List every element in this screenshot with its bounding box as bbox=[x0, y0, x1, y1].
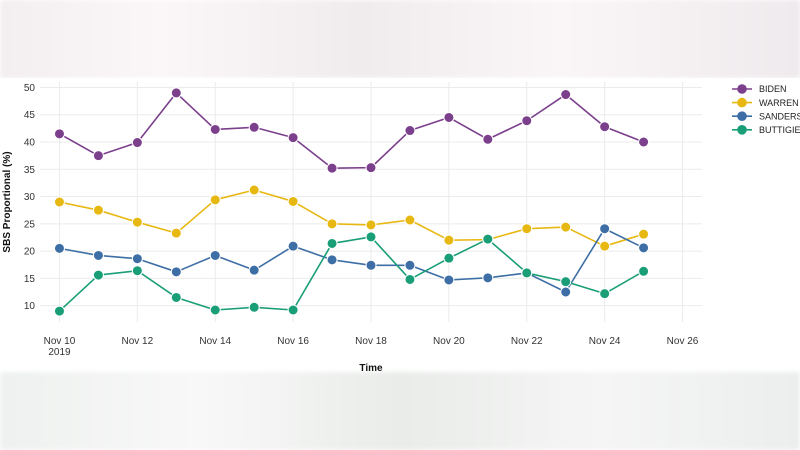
data-point-sanders bbox=[53, 242, 65, 254]
data-point-biden bbox=[365, 162, 377, 174]
data-point-warren bbox=[287, 195, 299, 207]
data-point-biden bbox=[560, 89, 572, 101]
data-point-biden bbox=[326, 162, 338, 174]
blurred-background-top bbox=[0, 0, 800, 78]
data-point-sanders bbox=[287, 240, 299, 252]
data-point-buttigieg bbox=[131, 265, 143, 277]
legend-label: BUTTIGIEG bbox=[759, 125, 800, 135]
y-tick-label: 15 bbox=[24, 274, 36, 285]
x-tick-label: Nov 16 bbox=[277, 336, 309, 347]
x-tick-label: Nov 14 bbox=[199, 336, 231, 347]
data-point-biden bbox=[287, 132, 299, 144]
data-point-biden bbox=[209, 123, 221, 135]
data-point-biden bbox=[53, 128, 65, 140]
data-point-buttigieg bbox=[638, 265, 650, 277]
legend-marker bbox=[737, 111, 747, 121]
data-point-warren bbox=[170, 227, 182, 239]
x-axis-title: Time bbox=[359, 363, 383, 374]
data-point-warren bbox=[638, 228, 650, 240]
y-tick-label: 35 bbox=[24, 165, 36, 176]
x-tick-label: Nov 22 bbox=[511, 336, 543, 347]
data-point-warren bbox=[92, 204, 104, 216]
data-point-buttigieg bbox=[248, 301, 260, 313]
data-point-biden bbox=[521, 115, 533, 127]
y-axis-title: SBS Proportional (%) bbox=[2, 151, 13, 252]
data-point-biden bbox=[638, 136, 650, 148]
data-point-warren bbox=[248, 184, 260, 196]
data-point-warren bbox=[326, 218, 338, 230]
legend-label: SANDERS bbox=[759, 111, 800, 121]
data-point-buttigieg bbox=[170, 291, 182, 303]
data-point-buttigieg bbox=[482, 233, 494, 245]
x-tick-label: Nov 12 bbox=[122, 336, 154, 347]
x-tick-sublabel: 2019 bbox=[48, 347, 71, 358]
data-point-sanders bbox=[131, 253, 143, 265]
data-point-biden bbox=[92, 150, 104, 162]
data-point-warren bbox=[131, 216, 143, 228]
data-point-warren bbox=[443, 234, 455, 246]
data-point-warren bbox=[365, 219, 377, 231]
data-point-sanders bbox=[443, 274, 455, 286]
x-tick-label: Nov 10 bbox=[44, 336, 76, 347]
data-point-sanders bbox=[92, 249, 104, 261]
data-point-sanders bbox=[482, 272, 494, 284]
data-point-buttigieg bbox=[599, 288, 611, 300]
data-point-warren bbox=[209, 194, 221, 206]
series-line-warren bbox=[59, 189, 644, 247]
data-point-buttigieg bbox=[365, 231, 377, 243]
data-point-buttigieg bbox=[521, 267, 533, 279]
data-point-warren bbox=[521, 223, 533, 235]
data-point-sanders bbox=[170, 266, 182, 278]
y-tick-label: 40 bbox=[24, 138, 36, 149]
data-point-buttigieg bbox=[287, 304, 299, 316]
blurred-background-bottom bbox=[0, 372, 800, 450]
data-point-biden bbox=[482, 133, 494, 145]
legend-marker bbox=[737, 125, 747, 135]
data-point-warren bbox=[53, 196, 65, 208]
data-point-buttigieg bbox=[53, 305, 65, 317]
legend-marker bbox=[737, 97, 747, 108]
y-tick-label: 30 bbox=[24, 192, 36, 203]
y-tick-label: 10 bbox=[24, 301, 36, 312]
data-point-buttigieg bbox=[92, 269, 104, 281]
x-tick-label: Nov 18 bbox=[355, 336, 387, 347]
x-tick-label: Nov 24 bbox=[589, 336, 621, 347]
data-point-biden bbox=[404, 125, 416, 137]
data-point-warren bbox=[560, 221, 572, 233]
data-point-sanders bbox=[599, 223, 611, 235]
data-point-sanders bbox=[404, 259, 416, 271]
data-point-buttigieg bbox=[326, 237, 338, 249]
series-line-biden bbox=[59, 92, 644, 169]
x-tick-label: Nov 26 bbox=[667, 336, 699, 347]
y-tick-label: 50 bbox=[24, 83, 36, 94]
series-line-sanders bbox=[59, 227, 644, 293]
data-point-biden bbox=[131, 137, 143, 149]
data-point-sanders bbox=[560, 286, 572, 298]
data-point-buttigieg bbox=[404, 273, 416, 285]
legend-label: BIDEN bbox=[759, 84, 787, 94]
data-point-biden bbox=[443, 111, 455, 123]
data-point-warren bbox=[404, 214, 416, 226]
series-line-buttigieg bbox=[58, 236, 644, 312]
y-tick-label: 20 bbox=[24, 247, 36, 258]
data-point-sanders bbox=[209, 249, 221, 261]
data-point-warren bbox=[599, 240, 611, 252]
data-point-sanders bbox=[326, 254, 338, 266]
data-point-buttigieg bbox=[443, 252, 455, 264]
data-point-biden bbox=[599, 121, 611, 133]
data-point-buttigieg bbox=[209, 304, 221, 316]
legend-label: WARREN bbox=[759, 98, 799, 108]
y-tick-label: 45 bbox=[24, 110, 36, 121]
y-tick-label: 25 bbox=[24, 219, 36, 230]
data-point-biden bbox=[248, 121, 260, 133]
legend-marker bbox=[737, 84, 747, 94]
data-point-sanders bbox=[248, 264, 260, 276]
x-tick-label: Nov 20 bbox=[433, 336, 465, 347]
data-point-sanders bbox=[638, 242, 650, 254]
data-point-buttigieg bbox=[560, 276, 572, 288]
data-point-biden bbox=[170, 87, 182, 99]
data-point-sanders bbox=[365, 259, 377, 271]
